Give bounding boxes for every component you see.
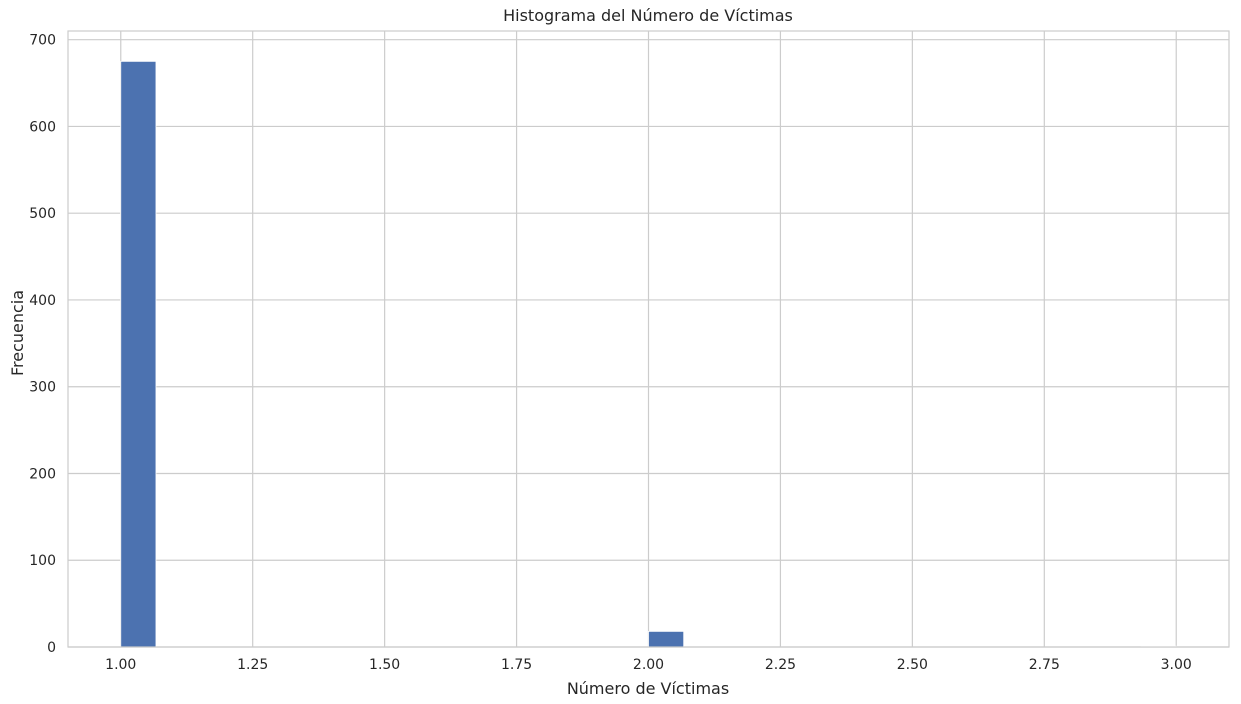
x-axis-title: Número de Víctimas	[567, 679, 729, 698]
y-tick-label: 600	[29, 119, 56, 135]
y-tick-label: 400	[29, 293, 56, 309]
x-tick-labels: 1.00 1.25 1.50 1.75 2.00 2.25 2.50 2.75 3.00	[105, 657, 1192, 673]
grid-lines	[68, 31, 1229, 648]
x-tick-label: 1.50	[369, 657, 400, 673]
plot-frame	[67, 30, 1230, 648]
x-tick-label: 2.50	[897, 657, 928, 673]
x-tick-label: 1.75	[501, 657, 532, 673]
x-tick-label: 2.75	[1029, 657, 1060, 673]
y-tick-label: 700	[29, 33, 56, 49]
x-tick-label: 2.00	[633, 657, 664, 673]
x-tick-label: 2.25	[765, 657, 796, 673]
chart-title: Histograma del Número de Víctimas	[503, 6, 793, 25]
histogram-bar	[120, 60, 157, 648]
y-tick-label: 100	[29, 553, 56, 569]
y-tick-labels: 0 100 200 300 400 500 600 700	[29, 33, 56, 656]
y-tick-label: 300	[29, 380, 56, 396]
y-tick-label: 200	[29, 466, 56, 482]
x-tick-label: 1.25	[237, 657, 268, 673]
y-axis-title: Frecuencia	[8, 290, 27, 376]
x-tick-label: 3.00	[1161, 657, 1192, 673]
x-tick-label: 1.00	[105, 657, 136, 673]
histogram-bar	[648, 630, 685, 648]
y-tick-label: 0	[47, 640, 56, 656]
y-tick-label: 500	[29, 206, 56, 222]
